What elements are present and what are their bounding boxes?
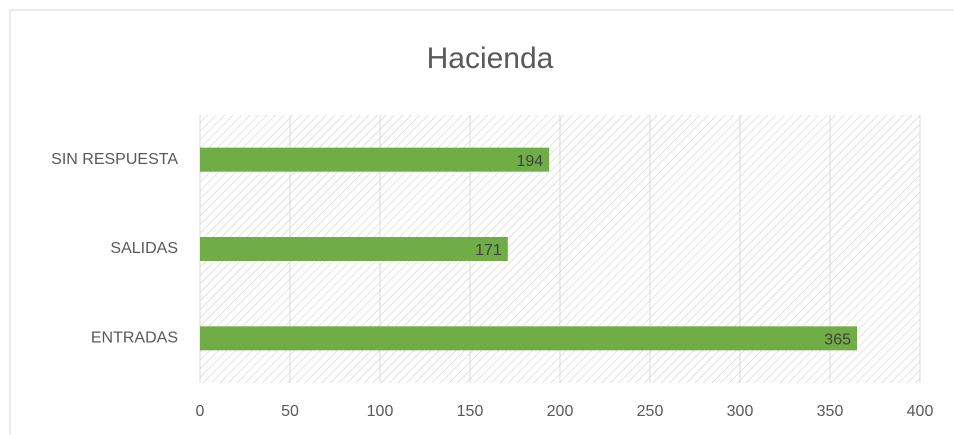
bar [200, 326, 857, 351]
x-tick-label: 50 [281, 403, 299, 420]
bar [200, 237, 508, 261]
data-label: 171 [475, 242, 502, 259]
x-tick-label: 250 [637, 403, 664, 420]
y-tick-label: ENTRADAS [91, 330, 178, 347]
chart-title: Hacienda [427, 42, 554, 75]
x-tick-label: 400 [907, 403, 934, 420]
x-tick-label: 0 [196, 403, 205, 420]
data-label: 194 [516, 153, 543, 170]
x-tick-label: 150 [457, 403, 484, 420]
x-tick-label: 200 [547, 403, 574, 420]
y-tick-label: SALIDAS [110, 240, 178, 257]
x-tick-label: 100 [367, 403, 394, 420]
x-tick-label: 350 [817, 403, 844, 420]
data-label: 365 [824, 332, 851, 349]
bar [200, 147, 550, 172]
x-tick-label: 300 [727, 403, 754, 420]
y-tick-label: SIN RESPUESTA [51, 151, 178, 168]
